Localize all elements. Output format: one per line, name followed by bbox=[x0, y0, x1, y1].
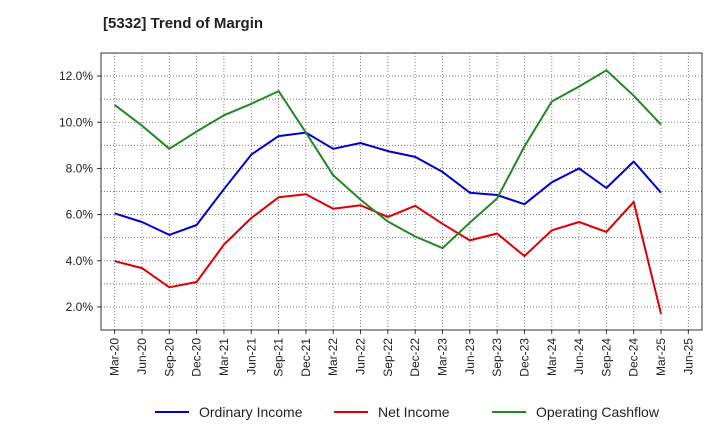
x-tick-label: Sep-21 bbox=[272, 338, 286, 377]
x-tick-label: Jun-23 bbox=[463, 338, 477, 375]
legend-label-ordinary-income: Ordinary Income bbox=[199, 404, 303, 420]
x-tick-label: Mar-22 bbox=[326, 338, 340, 376]
x-tick-label: Jun-20 bbox=[135, 338, 149, 375]
legend-item-operating-cashflow: Operating Cashflow bbox=[492, 404, 659, 420]
y-tick-label: 6.0% bbox=[66, 208, 94, 222]
chart-title: [5332] Trend of Margin bbox=[103, 15, 264, 32]
x-tick-label: Dec-21 bbox=[299, 338, 313, 377]
x-tick-label: Jun-21 bbox=[244, 338, 258, 375]
y-tick-label: 2.0% bbox=[66, 300, 94, 314]
chart-legend: Ordinary Income Net Income Operating Cashf… bbox=[0, 404, 720, 426]
x-tick-label: Mar-20 bbox=[108, 338, 122, 376]
legend-item-ordinary-income: Ordinary Income bbox=[155, 404, 302, 420]
x-tick-label: Dec-23 bbox=[517, 338, 531, 377]
legend-item-net-income: Net Income bbox=[334, 404, 450, 420]
y-tick-label: 12.0% bbox=[59, 69, 93, 83]
x-tick-label: Mar-25 bbox=[654, 338, 668, 376]
x-tick-label: Dec-22 bbox=[408, 338, 422, 377]
x-tick-label: Mar-24 bbox=[545, 338, 559, 376]
x-tick-label: Mar-23 bbox=[435, 338, 449, 376]
legend-swatch-ordinary-income bbox=[155, 411, 189, 413]
x-tick-label: Dec-24 bbox=[627, 338, 641, 377]
y-tick-label: 10.0% bbox=[59, 115, 93, 129]
legend-swatch-operating-cashflow bbox=[492, 411, 526, 413]
legend-swatch-net-income bbox=[334, 411, 368, 413]
y-tick-label: 4.0% bbox=[66, 254, 94, 268]
series-line-operating-cashflow bbox=[114, 69, 662, 250]
x-tick-label: Mar-21 bbox=[217, 338, 231, 376]
x-tick-label: Jun-24 bbox=[572, 338, 586, 375]
series-line-net-income bbox=[114, 193, 662, 315]
x-tick-label: Sep-23 bbox=[490, 338, 504, 377]
plot-area-frame bbox=[100, 52, 703, 331]
x-tick-label: Sep-24 bbox=[599, 338, 613, 377]
x-tick-label: Sep-22 bbox=[381, 338, 395, 377]
x-tick-label: Jun-25 bbox=[681, 338, 695, 375]
legend-label-operating-cashflow: Operating Cashflow bbox=[536, 404, 659, 420]
x-tick-label: Jun-22 bbox=[354, 338, 368, 375]
x-tick-label: Sep-20 bbox=[162, 338, 176, 377]
series-line-ordinary-income bbox=[114, 131, 662, 236]
legend-label-net-income: Net Income bbox=[378, 404, 450, 420]
x-tick-label: Dec-20 bbox=[190, 338, 204, 377]
y-tick-label: 8.0% bbox=[66, 161, 94, 175]
